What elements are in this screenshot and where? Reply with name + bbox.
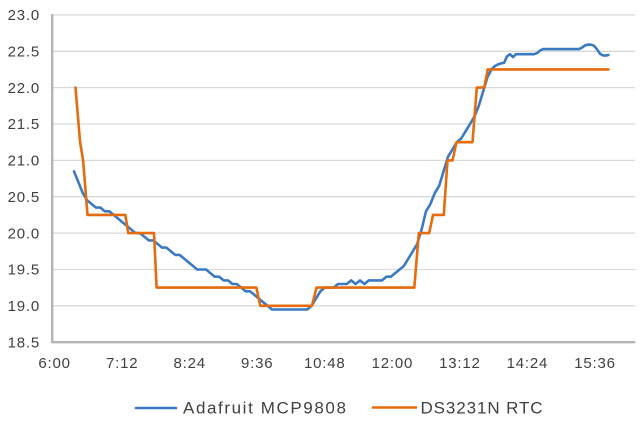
svg-text:22.0: 22.0 [8, 80, 40, 97]
svg-text:6:00: 6:00 [38, 355, 70, 372]
svg-text:7:12: 7:12 [106, 355, 138, 372]
svg-text:Adafruit MCP9808: Adafruit MCP9808 [183, 399, 348, 418]
svg-text:23.0: 23.0 [8, 7, 40, 24]
svg-text:20.5: 20.5 [8, 189, 40, 206]
svg-text:21.0: 21.0 [8, 153, 40, 170]
svg-text:12:00: 12:00 [372, 355, 414, 372]
svg-text:14:24: 14:24 [507, 355, 549, 372]
svg-text:19.0: 19.0 [8, 298, 40, 315]
svg-text:22.5: 22.5 [8, 44, 40, 61]
svg-text:DS3231N RTC: DS3231N RTC [421, 399, 544, 418]
svg-text:9:36: 9:36 [241, 355, 273, 372]
svg-text:20.0: 20.0 [8, 225, 40, 242]
svg-text:13:12: 13:12 [439, 355, 481, 372]
svg-text:18.5: 18.5 [8, 334, 40, 351]
svg-text:15:36: 15:36 [574, 355, 616, 372]
svg-text:10:48: 10:48 [304, 355, 346, 372]
svg-text:21.5: 21.5 [8, 116, 40, 133]
svg-text:8:24: 8:24 [173, 355, 205, 372]
svg-text:19.5: 19.5 [8, 262, 40, 279]
